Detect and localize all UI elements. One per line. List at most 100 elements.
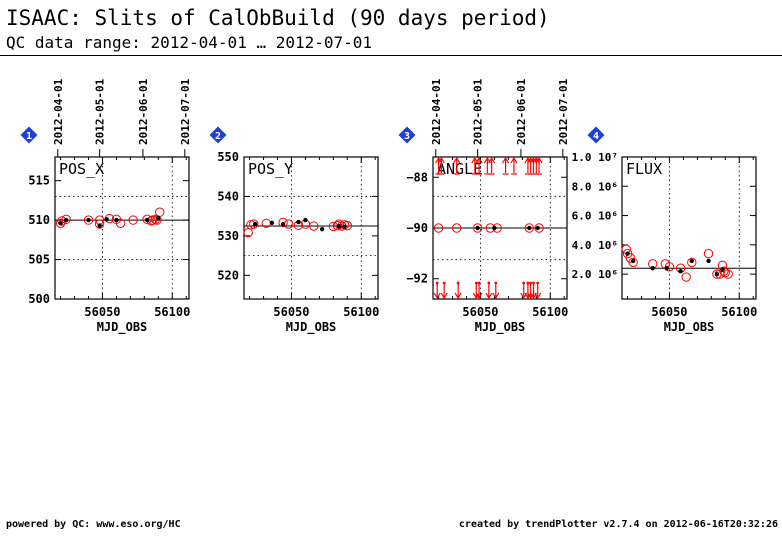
outlier-arrowhead-down	[527, 292, 535, 300]
x-tick-label: 56100	[721, 305, 757, 319]
outlier-dot-down	[456, 281, 460, 285]
date-tick-label: 2012-06-01	[515, 78, 528, 145]
data-point-open	[433, 223, 444, 233]
outlier-arrowhead-down	[524, 292, 532, 300]
data-point-filled	[144, 217, 150, 223]
data-point-open	[524, 223, 535, 233]
outlier-arrowhead-up	[510, 156, 518, 164]
header-divider	[0, 55, 782, 56]
data-point-filled	[492, 225, 497, 231]
data-point-filled	[714, 271, 720, 277]
data-point-filled	[252, 221, 258, 227]
outlier-arrowhead-up	[529, 156, 538, 164]
y-tick-label: 2.0 10⁶	[572, 268, 618, 281]
x-tick-label: 56050	[462, 305, 498, 319]
data-point-open	[115, 218, 126, 228]
outlier-dot-down	[477, 281, 481, 285]
x-axis-label: MJD_OBS	[286, 320, 337, 335]
data-point-filled	[269, 220, 275, 226]
data-point-filled	[156, 215, 161, 220]
outlier-arrowhead-up	[435, 156, 443, 164]
data-point-filled	[527, 225, 532, 231]
x-axis-label: MJD_OBS	[664, 320, 715, 335]
x-axis-label: MJD_OBS	[475, 320, 526, 335]
x-tick-label: 56050	[273, 305, 309, 319]
page-subtitle: QC data range: 2012-04-01 … 2012-07-01	[6, 33, 373, 52]
plot-frame	[243, 156, 379, 300]
y-tick-label: 515	[28, 174, 50, 188]
data-point-open	[452, 223, 462, 233]
data-point-filled	[720, 267, 725, 272]
outlier-arrowhead-down	[433, 292, 441, 300]
outlier-arrowhead-up	[535, 156, 543, 164]
outlier-arrowhead-down	[440, 292, 448, 300]
y-tick-label: 550	[217, 150, 239, 164]
badge-number: 3	[404, 131, 410, 142]
outlier-dot-down	[522, 281, 526, 285]
outlier-arrowhead-up	[475, 156, 483, 164]
outlier-arrowhead-down	[475, 292, 483, 300]
data-point-filled	[303, 217, 308, 223]
panel-index-badge: 4	[587, 126, 605, 144]
data-point-open	[332, 220, 343, 231]
outlier-arrowhead-up	[502, 156, 510, 164]
data-point-open	[278, 217, 288, 228]
x-axis-label: MJD_OBS	[97, 320, 148, 335]
date-tick-label: 2012-05-01	[94, 78, 107, 145]
data-point-open	[720, 267, 730, 278]
data-point-open	[128, 215, 138, 225]
data-point-open	[534, 223, 544, 233]
outlier-dot-down	[536, 281, 540, 285]
data-point-filled	[63, 217, 69, 223]
y-tick-label: −92	[406, 272, 428, 286]
badge-number: 2	[215, 131, 221, 142]
panel-title: ANGLE	[437, 160, 482, 178]
y-tick-label: 1.0 10⁷	[572, 151, 618, 164]
x-tick-label: 56100	[343, 305, 379, 319]
data-point-open	[472, 223, 483, 233]
date-tick-label: 2012-04-01	[430, 78, 443, 145]
y-tick-label: −90	[406, 221, 428, 235]
x-tick-label: 56100	[532, 305, 568, 319]
outlier-arrowhead-up	[488, 156, 496, 164]
y-tick-label: 505	[28, 253, 50, 267]
data-point-open	[628, 257, 638, 268]
data-point-filled	[664, 266, 669, 271]
data-point-filled	[630, 258, 636, 264]
outlier-arrowhead-down	[534, 292, 542, 300]
outlier-dot-down	[487, 281, 491, 285]
date-tick-label: 2012-06-01	[137, 78, 150, 145]
data-point-open	[154, 207, 165, 217]
y-tick-label: −88	[406, 170, 428, 184]
x-tick-label: 56050	[84, 305, 120, 319]
data-point-open	[61, 214, 71, 225]
x-tick-label: 56050	[651, 305, 687, 319]
plot-frame	[54, 156, 190, 300]
data-point-filled	[86, 217, 91, 223]
data-point-filled	[650, 266, 655, 271]
chart-panel-1: 56050 56100 500 505 510 515 MJD_OBS POS_X 1 2012-…	[20, 78, 192, 335]
panel-index-badge: 3	[398, 126, 416, 144]
panel-title: POS_Y	[248, 160, 293, 178]
plot-frame	[621, 156, 757, 300]
outlier-arrowhead-down	[492, 292, 500, 300]
data-point-filled	[296, 219, 301, 225]
outlier-arrowhead-up	[453, 156, 461, 164]
data-point-filled	[97, 223, 102, 228]
y-tick-label: 520	[217, 268, 239, 282]
data-point-filled	[678, 268, 683, 274]
panel-title: FLUX	[626, 160, 662, 178]
y-tick-label: 8.0 10⁶	[572, 180, 618, 193]
date-tick-label: 2012-07-01	[557, 78, 570, 145]
footer-created-by: created by trendPlotter v2.7.4 on 2012-0…	[458, 519, 778, 530]
data-point-filled	[280, 221, 286, 227]
data-point-open	[309, 221, 319, 231]
chart-panel-2: 56050 56100 520 530 540 550 MJD_OBS POS_Y 2	[209, 126, 379, 335]
badge-diamond	[209, 126, 227, 144]
badge-number: 1	[26, 131, 32, 142]
outlier-arrowhead-up	[532, 156, 540, 164]
data-point-open	[687, 257, 697, 268]
y-tick-label: 540	[217, 189, 239, 203]
data-point-filled	[535, 225, 540, 231]
